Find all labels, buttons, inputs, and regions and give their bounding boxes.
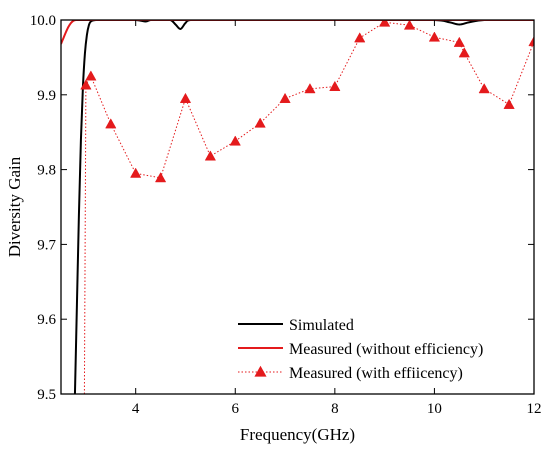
legend-item-3-label: Measured (with effiicency) xyxy=(289,365,463,382)
legend-item-1-label: Simulated xyxy=(289,317,354,334)
series-3-marker xyxy=(154,172,167,183)
series-3-marker xyxy=(458,47,470,58)
series-3-marker xyxy=(304,83,316,94)
series-1-line xyxy=(73,20,534,394)
series-3-marker xyxy=(403,20,416,30)
x-tick-label: 6 xyxy=(232,401,240,417)
series-3-marker xyxy=(204,150,216,161)
series-3-marker xyxy=(528,35,534,47)
legend-item-2-label: Measured (without efficiency) xyxy=(289,341,483,358)
y-tick-label: 9.9 xyxy=(37,88,56,104)
x-tick-label: 4 xyxy=(132,401,140,417)
series-3-marker xyxy=(80,79,92,90)
y-axis-title: Diversity Gain xyxy=(5,156,24,257)
series-3-marker xyxy=(85,70,97,81)
x-axis-title: Frequency(GHz) xyxy=(240,425,355,444)
series-3-marker xyxy=(379,20,391,27)
series-3-marker xyxy=(354,32,366,43)
series-3-marker xyxy=(503,98,515,109)
legend: Simulated Measured (without efficiency) Me… xyxy=(238,317,483,382)
axes: 4 6 8 10 12 9.5 9.6 9.7 9.8 9.9 10.0 xyxy=(30,13,542,417)
series-3-marker xyxy=(478,83,490,94)
legend-item-3-marker xyxy=(254,365,267,377)
series-3-marker xyxy=(329,80,341,91)
series-3-marker xyxy=(453,36,465,47)
y-tick-label: 9.6 xyxy=(37,312,56,328)
x-tick-label: 8 xyxy=(331,401,339,417)
plot-frame xyxy=(60,19,535,395)
x-tick-label: 10 xyxy=(427,401,442,417)
series-3-marker xyxy=(229,135,241,146)
series-3-marker xyxy=(130,167,142,178)
series-3-marker xyxy=(179,92,192,103)
y-tick-label: 9.8 xyxy=(37,163,56,179)
series-3-marker xyxy=(428,31,441,42)
series-3-marker xyxy=(279,92,291,103)
y-tick-label: 9.7 xyxy=(37,237,56,253)
y-tick-label: 10.0 xyxy=(30,13,56,29)
series-3-marker xyxy=(254,117,266,128)
series-3-marker xyxy=(105,118,117,129)
x-tick-label: 12 xyxy=(527,401,542,417)
y-tick-label: 9.5 xyxy=(37,387,56,403)
series-3-line xyxy=(83,21,534,394)
plot-area xyxy=(61,20,534,394)
